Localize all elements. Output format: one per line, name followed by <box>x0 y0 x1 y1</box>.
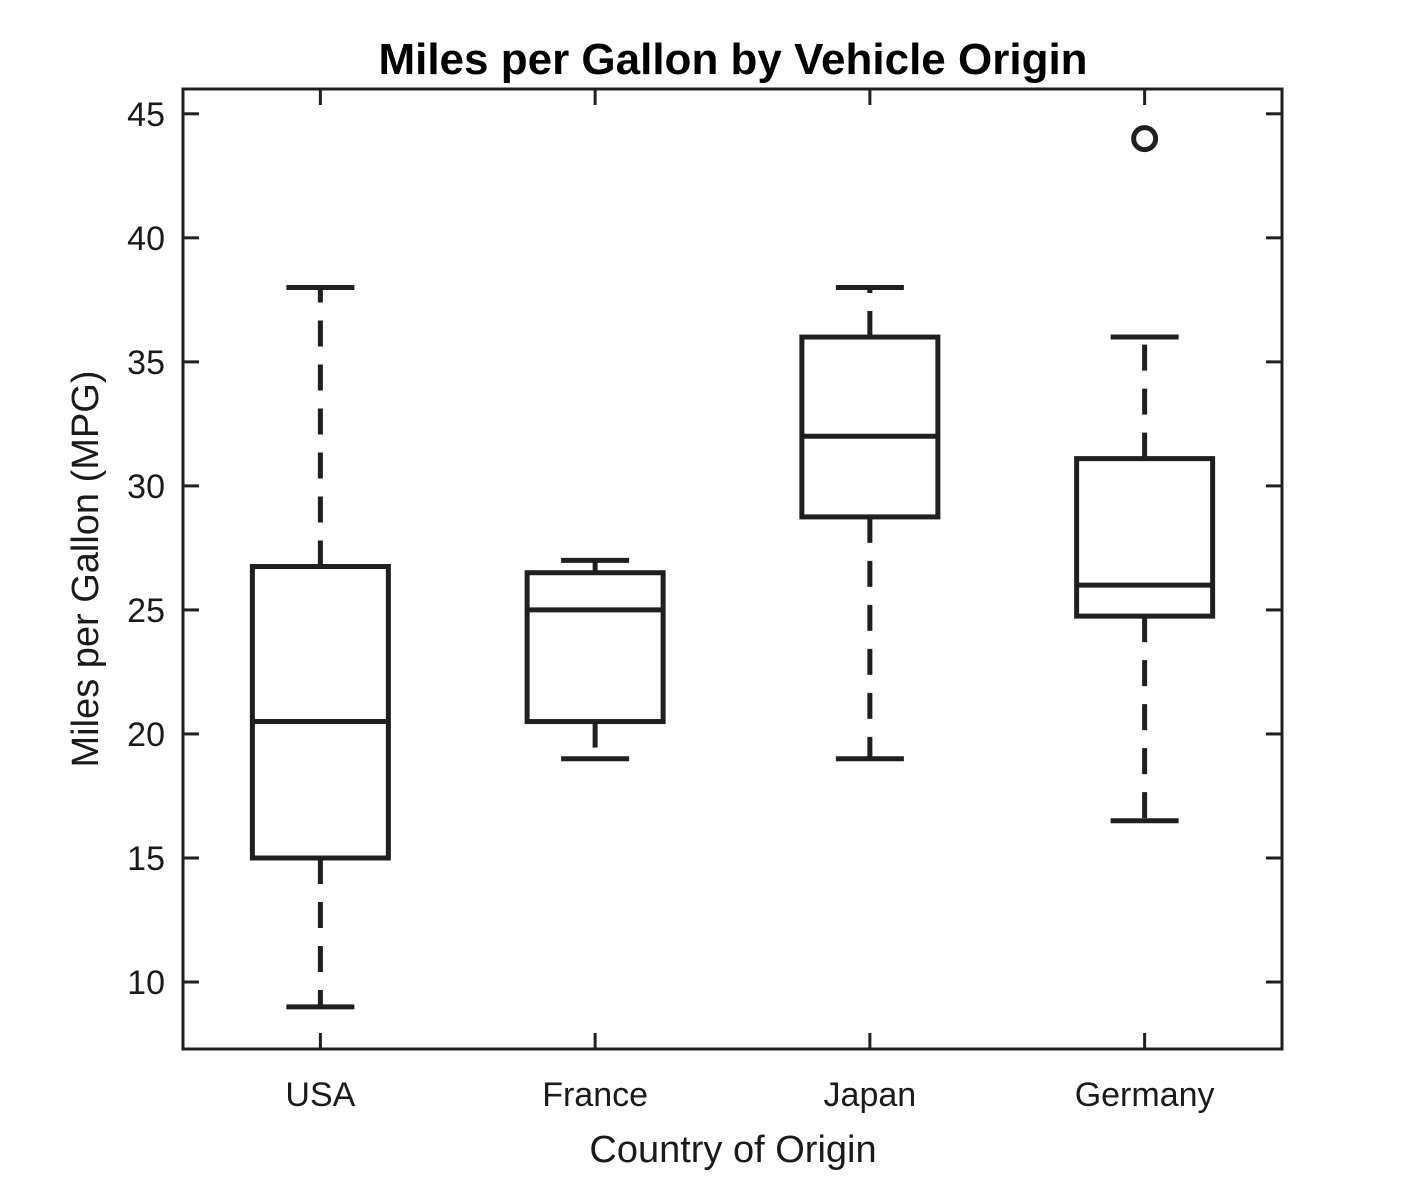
y-tick-label: 10 <box>127 964 165 1002</box>
y-tick-label: 35 <box>127 344 165 382</box>
y-axis-label: Miles per Gallon (MPG) <box>65 371 107 768</box>
y-tick-label: 25 <box>127 592 165 630</box>
x-axis-label: Country of Origin <box>589 1129 876 1171</box>
box-series <box>249 125 1216 1010</box>
plot-area <box>181 87 1284 1051</box>
iqr-box <box>799 334 941 520</box>
axes-frame <box>181 87 1284 1051</box>
x-tick-label: Germany <box>1075 1076 1215 1114</box>
iqr-box <box>524 570 666 725</box>
y-tick-label: 15 <box>127 840 165 878</box>
y-tick-label: 45 <box>127 96 165 134</box>
box-usa <box>249 284 391 1010</box>
iqr-box <box>1074 456 1216 619</box>
outlier-point <box>1131 125 1159 153</box>
chart-title: Miles per Gallon by Vehicle Origin <box>378 35 1087 84</box>
x-axis-ticks: USA France Japan Germany <box>285 89 1215 1114</box>
y-tick-label: 20 <box>127 716 165 754</box>
box-germany <box>1074 125 1216 824</box>
y-tick-label: 30 <box>127 468 165 506</box>
x-tick-label: France <box>542 1076 648 1114</box>
iqr-box <box>249 564 391 861</box>
x-tick-label: Japan <box>824 1076 917 1114</box>
box-france <box>524 557 666 762</box>
x-tick-label: USA <box>285 1076 355 1114</box>
y-tick-label: 40 <box>127 220 165 258</box>
box-japan <box>799 284 941 762</box>
y-axis-ticks: 10 15 20 25 30 35 40 45 <box>127 96 1282 1002</box>
